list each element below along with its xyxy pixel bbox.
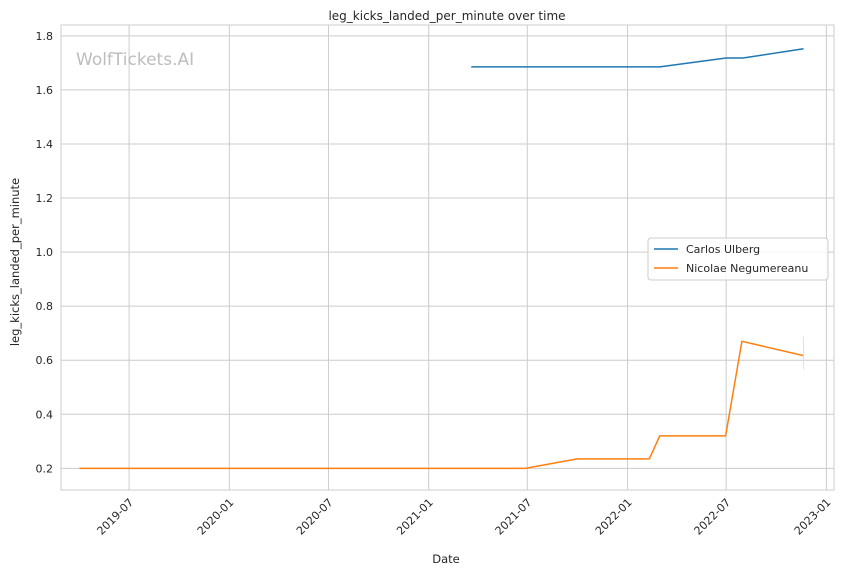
y-tick-label: 0.6	[36, 354, 54, 367]
y-tick-label: 0.8	[36, 300, 54, 313]
series-line-1	[79, 340, 804, 470]
y-tick-label: 1.2	[36, 192, 54, 205]
x-tick-label: 2020-01	[195, 496, 237, 538]
x-axis-label: Date	[432, 552, 460, 566]
x-tick-label: 2020-07	[294, 496, 336, 538]
legend-label: Carlos Ulberg	[686, 243, 760, 256]
series-line-0	[471, 48, 804, 68]
watermark: WolfTickets.AI	[76, 50, 194, 70]
y-tick-label: 1.0	[36, 246, 54, 259]
legend-label: Nicolae Negumereanu	[686, 262, 808, 275]
plot-frame	[60, 24, 835, 491]
legend: Carlos Ulberg Nicolae Negumereanu	[647, 237, 829, 281]
x-tick-label: 2022-01	[593, 496, 635, 538]
y-axis-label: leg_kicks_landed_per_minute	[8, 178, 22, 346]
legend-box	[647, 237, 829, 281]
y-axis-ticks: 0.2 0.4 0.6 0.8 1.0 1.2 1.4 1.6 1.8	[36, 30, 54, 476]
grid	[61, 25, 834, 490]
y-tick-label: 1.8	[36, 30, 54, 43]
x-tick-label: 2022-07	[692, 496, 734, 538]
chart-title: leg_kicks_landed_per_minute over time	[328, 9, 565, 23]
x-tick-label: 2021-07	[493, 496, 535, 538]
y-tick-label: 1.4	[36, 138, 54, 151]
x-tick-label: 2019-07	[95, 496, 137, 538]
x-axis-ticks: 2019-07 2020-01 2020-07 2021-01 2021-07 2022-…	[95, 496, 834, 538]
x-tick-label: 2023-01	[792, 496, 834, 538]
y-tick-label: 0.2	[36, 462, 54, 475]
x-tick-label: 2021-01	[394, 496, 436, 538]
y-tick-label: 1.6	[36, 84, 54, 97]
y-tick-label: 0.4	[36, 408, 54, 421]
series-layer	[79, 48, 804, 470]
